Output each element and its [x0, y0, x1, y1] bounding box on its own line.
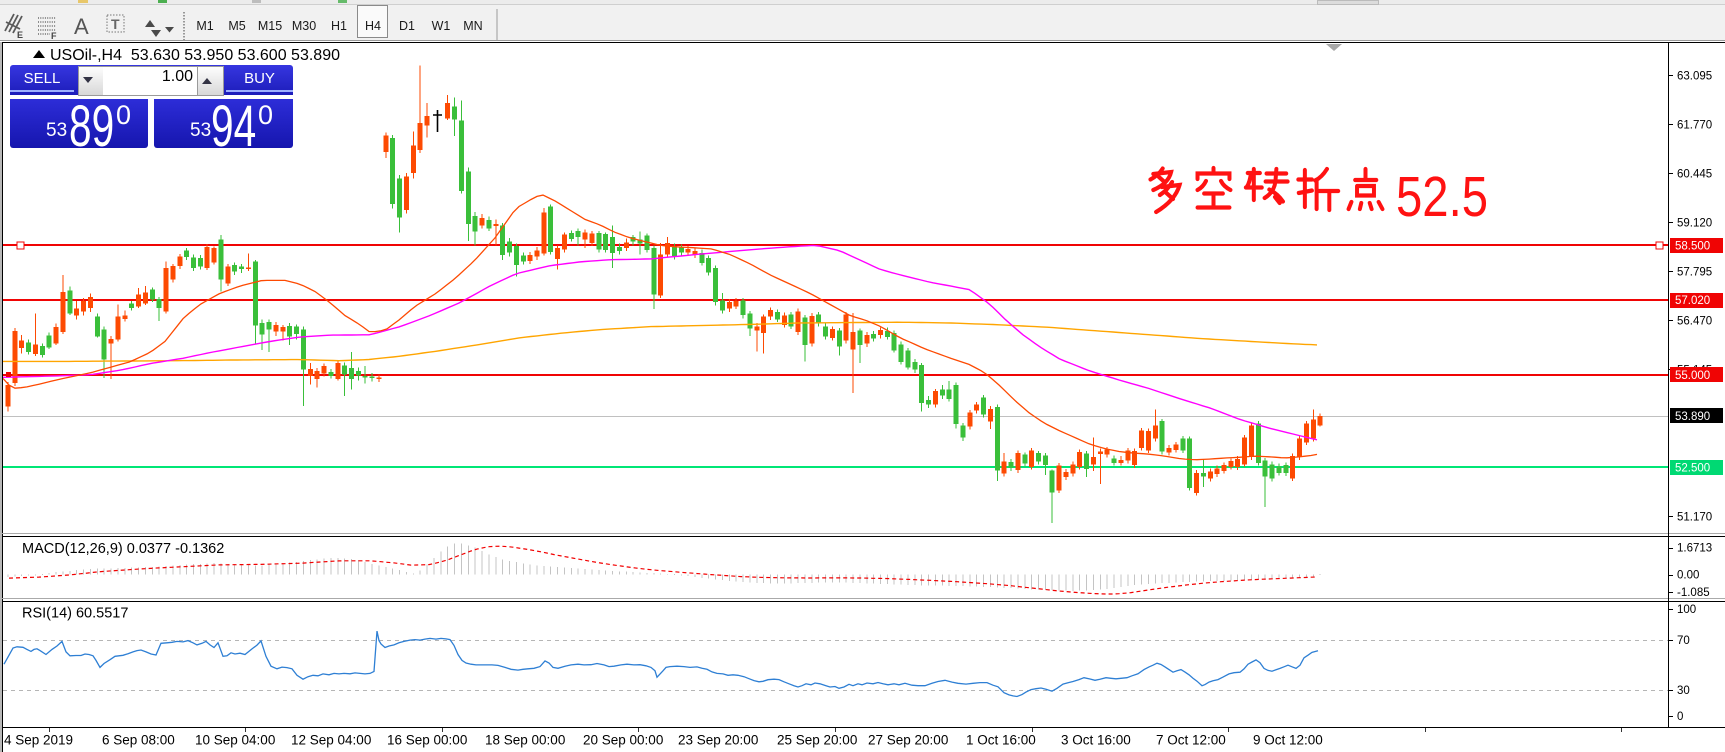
svg-text:30: 30: [1677, 685, 1690, 697]
svg-text:0.00: 0.00: [1677, 570, 1699, 582]
svg-text:1 Oct 16:00: 1 Oct 16:00: [966, 733, 1036, 748]
svg-text:52.5: 52.5: [1396, 165, 1488, 229]
svg-text:57.020: 57.020: [1675, 295, 1710, 307]
svg-text:0: 0: [1677, 711, 1683, 723]
svg-text:4 Sep 2019: 4 Sep 2019: [4, 733, 73, 748]
svg-text:6 Sep 08:00: 6 Sep 08:00: [102, 733, 175, 748]
svg-text:RSI(14) 60.5517: RSI(14) 60.5517: [22, 606, 128, 622]
svg-text:A: A: [74, 14, 89, 39]
svg-text:1.6713: 1.6713: [1677, 543, 1712, 555]
svg-text:70: 70: [1677, 635, 1690, 647]
svg-text:9 Oct 12:00: 9 Oct 12:00: [1253, 733, 1323, 748]
svg-text:-1.085: -1.085: [1677, 587, 1710, 599]
svg-text:USOil-,H4 53.630 53.950 53.60: USOil-,H4 53.630 53.950 53.600 53.890: [50, 47, 340, 64]
svg-text:55.000: 55.000: [1675, 370, 1710, 382]
svg-text:25 Sep 20:00: 25 Sep 20:00: [777, 733, 857, 748]
svg-text:61.770: 61.770: [1677, 119, 1712, 131]
svg-text:7 Oct 12:00: 7 Oct 12:00: [1156, 733, 1226, 748]
svg-text:16 Sep 00:00: 16 Sep 00:00: [387, 733, 467, 748]
svg-text:E: E: [17, 30, 23, 40]
svg-text:59.120: 59.120: [1677, 217, 1712, 229]
svg-text:MACD(12,26,9) 0.0377 -0.1362: MACD(12,26,9) 0.0377 -0.1362: [22, 541, 224, 557]
svg-text:57.795: 57.795: [1677, 266, 1712, 278]
svg-text:100: 100: [1677, 604, 1696, 616]
svg-text:10 Sep 04:00: 10 Sep 04:00: [195, 733, 275, 748]
svg-text:18 Sep 00:00: 18 Sep 00:00: [485, 733, 565, 748]
svg-text:51.170: 51.170: [1677, 511, 1712, 523]
svg-text:56.470: 56.470: [1677, 315, 1712, 327]
svg-text:12 Sep 04:00: 12 Sep 04:00: [291, 733, 371, 748]
svg-text:23 Sep 20:00: 23 Sep 20:00: [678, 733, 758, 748]
svg-text:20 Sep 00:00: 20 Sep 00:00: [583, 733, 663, 748]
svg-text:60.445: 60.445: [1677, 168, 1712, 180]
svg-text:27 Sep 20:00: 27 Sep 20:00: [868, 733, 948, 748]
svg-text:F: F: [51, 31, 57, 41]
svg-text:52.500: 52.500: [1675, 462, 1710, 474]
svg-text:63.095: 63.095: [1677, 70, 1712, 82]
svg-text:58.500: 58.500: [1675, 241, 1710, 253]
svg-text:T: T: [111, 16, 120, 32]
svg-text:3 Oct 16:00: 3 Oct 16:00: [1061, 733, 1131, 748]
svg-text:53.890: 53.890: [1675, 411, 1710, 423]
